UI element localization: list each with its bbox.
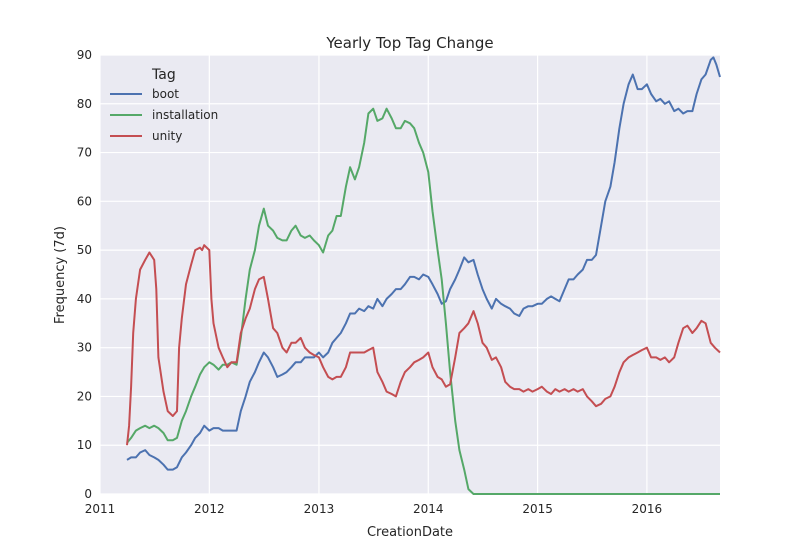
legend-label-installation: installation [152, 108, 218, 122]
x-tick-label: 2014 [413, 502, 444, 516]
x-tick-label: 2011 [85, 502, 116, 516]
legend: Tag boot installation unity [110, 67, 218, 143]
legend-title: Tag [151, 67, 176, 83]
series-line-installation [126, 107, 720, 495]
plot-area [100, 55, 720, 494]
x-tick-label: 2013 [304, 502, 335, 516]
x-axis-title: CreationDate [367, 525, 453, 540]
y-axis-title: Frequency (7d) [53, 226, 68, 324]
series-lines [126, 56, 721, 495]
x-tick-label: 2015 [522, 502, 553, 516]
y-axis-ticks: 0 10 20 30 40 50 60 70 80 90 [77, 48, 92, 501]
y-tick-label: 10 [77, 438, 92, 452]
x-tick-label: 2012 [194, 502, 225, 516]
y-tick-label: 20 [77, 389, 92, 403]
y-tick-label: 30 [77, 341, 92, 355]
chart-title: Yearly Top Tag Change [325, 34, 493, 52]
y-tick-label: 90 [77, 48, 92, 62]
y-tick-label: 40 [77, 292, 92, 306]
series-line-boot [126, 56, 721, 471]
y-tick-label: 50 [77, 243, 92, 257]
y-tick-label: 80 [77, 97, 92, 111]
legend-label-boot: boot [152, 87, 179, 101]
series-line-unity [126, 244, 721, 446]
x-tick-label: 2016 [632, 502, 663, 516]
y-tick-label: 60 [77, 194, 92, 208]
legend-label-unity: unity [152, 129, 182, 143]
x-axis-ticks: 2011 2012 2013 2014 2015 2016 [85, 502, 662, 516]
y-tick-label: 70 [77, 146, 92, 160]
y-tick-label: 0 [84, 487, 92, 501]
